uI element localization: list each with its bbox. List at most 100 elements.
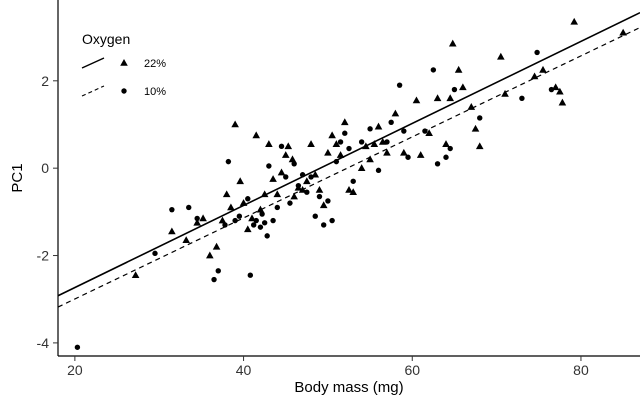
circle-point [264, 233, 270, 239]
circle-point [299, 172, 306, 178]
triangle-point [284, 142, 293, 150]
triangle-point [425, 129, 433, 137]
triangle-point [412, 96, 421, 104]
circle-point [401, 128, 407, 134]
triangle-point [273, 190, 282, 198]
fit-lines [57, 11, 640, 308]
circle-point [333, 158, 340, 165]
triangle-point [288, 155, 297, 163]
legend-triangle-marker [120, 59, 128, 66]
triangle-point [168, 227, 176, 235]
triangle-point [193, 218, 201, 226]
circle-point [396, 82, 403, 88]
y-tick-label: 2 [41, 73, 49, 89]
circle-point [519, 95, 525, 101]
circle-point [247, 272, 254, 278]
triangle-point [374, 122, 383, 130]
triangle-point [391, 109, 400, 117]
triangle-point [182, 236, 191, 244]
triangle-point [570, 17, 579, 25]
triangle-point [556, 87, 564, 95]
triangle-point [448, 39, 457, 47]
circle-point [274, 204, 281, 211]
circle-point [451, 86, 458, 93]
triangle-point [501, 89, 509, 97]
triangle-point [433, 94, 442, 102]
legend-circle-marker [121, 88, 127, 94]
circle-point [257, 224, 264, 230]
circle-point [250, 222, 257, 228]
legend-title: Oxygen [82, 31, 130, 47]
triangle-point [290, 192, 298, 200]
triangle-point [277, 168, 286, 176]
legend: Oxygen 22% 10% [81, 31, 166, 98]
data-points [74, 17, 627, 350]
circle-point [405, 154, 411, 160]
triangle-point [252, 131, 261, 139]
circle-point [253, 217, 259, 224]
triangle-point [459, 83, 467, 91]
circle-point [430, 67, 437, 73]
triangle-point [332, 140, 341, 147]
triangle-point [400, 148, 408, 156]
circle-point [245, 196, 251, 202]
y-tick-label: -2 [37, 248, 50, 264]
triangle-point [243, 225, 252, 233]
circle-point [186, 204, 192, 211]
circle-point [283, 174, 289, 180]
triangle-point [239, 199, 248, 206]
x-tick-label: 80 [573, 362, 589, 378]
circle-point [548, 86, 555, 93]
triangle-point [206, 251, 214, 259]
triangle-point [212, 242, 221, 250]
circle-point [422, 128, 428, 134]
legend-line-22 [81, 57, 105, 69]
circle-point [211, 276, 217, 283]
triangle-point [467, 103, 476, 110]
circle-point [232, 217, 238, 224]
circle-point [74, 344, 81, 350]
triangle-point [236, 177, 244, 185]
triangle-point [362, 142, 370, 150]
legend-label-10: 10% [144, 86, 166, 98]
circle-point [534, 49, 540, 56]
triangle-point [619, 28, 627, 36]
triangle-point [416, 151, 425, 158]
circle-point [312, 213, 318, 219]
triangle-point [446, 94, 455, 102]
triangle-point [131, 271, 140, 278]
triangle-point [324, 148, 332, 156]
triangle-point [307, 140, 315, 147]
circle-point [337, 139, 344, 145]
fit-line-22 [57, 11, 640, 297]
triangle-point [315, 186, 324, 193]
circle-point [350, 178, 356, 184]
legend-line-10 [81, 85, 105, 97]
circle-point [367, 126, 373, 132]
circle-point [346, 145, 352, 152]
circle-point [304, 189, 310, 195]
circle-point [222, 222, 228, 228]
circle-point [375, 167, 382, 174]
circle-point [261, 220, 268, 226]
triangle-point [497, 52, 505, 60]
triangle-point [260, 190, 269, 198]
circle-point [225, 158, 232, 165]
triangle-point [199, 214, 207, 222]
circle-point [477, 115, 483, 121]
circle-point [287, 200, 293, 206]
triangle-point [454, 65, 463, 73]
circle-point [278, 143, 285, 150]
triangle-point [345, 186, 353, 193]
circle-point [388, 119, 394, 126]
circle-point [316, 193, 323, 200]
circle-point [443, 154, 449, 160]
triangle-point [222, 190, 231, 198]
circle-point [342, 130, 348, 136]
circle-point [259, 211, 265, 217]
circle-point [329, 217, 335, 224]
circle-point [194, 215, 200, 222]
triangle-point [539, 65, 547, 73]
circle-point [266, 163, 272, 169]
